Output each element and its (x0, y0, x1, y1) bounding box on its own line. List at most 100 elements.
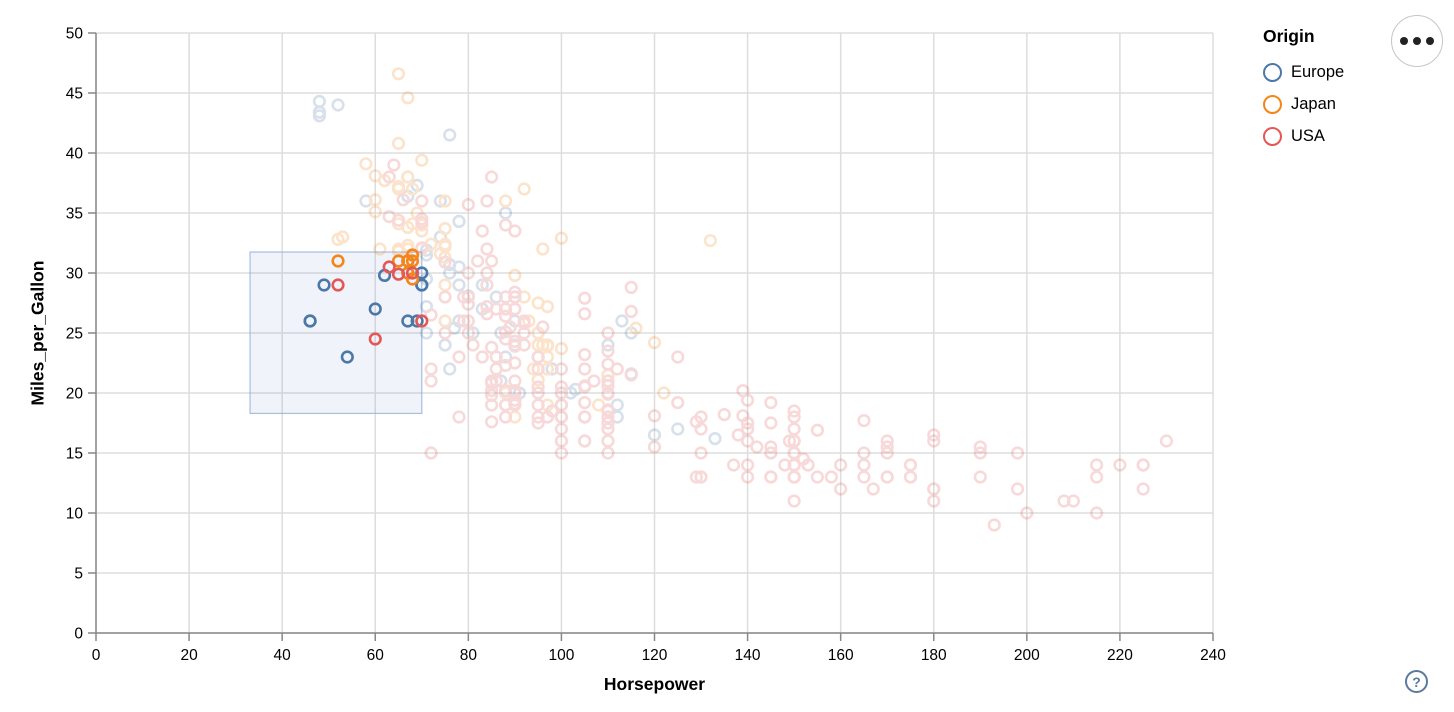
x-tick-label: 80 (460, 647, 478, 664)
legend-label: USA (1291, 126, 1325, 145)
data-point-usa (787, 458, 801, 472)
data-point-usa (787, 446, 801, 460)
data-point-usa (480, 266, 494, 280)
data-point-japan (517, 182, 531, 196)
data-point-usa (801, 458, 815, 472)
data-point-usa (601, 403, 615, 417)
x-tick-label: 160 (828, 647, 854, 664)
data-point-usa (554, 446, 569, 460)
data-point-usa (694, 410, 708, 424)
data-point-usa (787, 470, 801, 484)
data-point-japan (331, 254, 345, 268)
data-point-usa (810, 423, 824, 437)
data-point-europe (708, 432, 722, 446)
data-point-usa (396, 193, 410, 207)
data-point-usa (485, 398, 499, 412)
data-point-usa (787, 458, 801, 472)
data-point-usa (601, 386, 615, 400)
data-point-usa (1057, 494, 1071, 508)
data-point-usa (554, 410, 569, 424)
data-point-usa (415, 194, 429, 208)
data-point-usa (927, 434, 941, 448)
data-point-usa (387, 158, 401, 172)
data-point-japan (540, 398, 555, 412)
vega-actions-menu-button[interactable] (1391, 15, 1443, 67)
data-point-europe (494, 374, 508, 388)
data-point-usa (801, 458, 815, 472)
data-point-japan (540, 362, 555, 376)
data-point-usa (415, 212, 429, 226)
data-point-usa (508, 290, 522, 304)
help-icon[interactable]: ? (1405, 670, 1428, 693)
data-point-usa (857, 414, 871, 428)
data-point-japan (531, 296, 545, 310)
data-point-japan (391, 180, 406, 194)
data-point-usa (927, 494, 941, 508)
data-point-usa (508, 393, 522, 407)
data-point-europe (438, 338, 452, 352)
data-point-usa (903, 458, 918, 472)
data-point-usa (740, 470, 755, 484)
legend-entry-europe: Europe (1263, 56, 1344, 88)
data-point-usa (498, 290, 513, 304)
data-point-usa (461, 290, 475, 304)
legend-label: Japan (1291, 94, 1336, 113)
y-tick-label: 45 (66, 86, 83, 103)
data-point-europe (401, 189, 415, 203)
data-point-japan (401, 220, 415, 234)
data-point-usa (601, 357, 615, 371)
data-point-europe (671, 422, 685, 436)
data-point-usa (689, 470, 703, 484)
data-point-usa (415, 241, 429, 255)
help-glyph: ? (1412, 673, 1421, 690)
data-point-usa (1090, 506, 1104, 520)
data-point-usa (578, 410, 592, 424)
data-point-usa (1010, 446, 1025, 460)
brush-selection[interactable] (249, 251, 423, 414)
data-point-europe (438, 314, 452, 328)
data-point-usa (424, 308, 438, 322)
data-point-usa (554, 398, 569, 412)
data-point-europe (401, 314, 415, 328)
data-point-usa (554, 434, 569, 448)
data-point-usa (601, 410, 615, 424)
data-point-usa (578, 380, 592, 394)
legend-title: Origin (1263, 26, 1315, 46)
data-point-usa (578, 396, 592, 410)
points-unselected (312, 67, 1174, 532)
data-point-europe (317, 278, 331, 292)
data-point-usa (927, 482, 941, 496)
data-point-usa (624, 304, 638, 319)
data-point-usa (973, 470, 987, 484)
data-point-usa (508, 398, 522, 412)
data-point-japan (401, 91, 415, 105)
data-point-usa (554, 386, 569, 400)
data-point-usa (554, 434, 569, 448)
data-point-japan (498, 386, 513, 400)
data-point-usa (480, 278, 494, 292)
data-point-usa (485, 340, 499, 355)
data-point-europe (433, 194, 448, 208)
data-point-usa (787, 410, 801, 424)
data-point-usa (485, 384, 499, 398)
data-point-usa (1090, 458, 1104, 472)
data-point-usa (485, 374, 499, 388)
data-point-usa (461, 297, 475, 311)
y-tick-label: 50 (66, 26, 84, 43)
data-point-europe (415, 278, 429, 292)
data-point-japan (401, 170, 415, 184)
data-point-usa (624, 280, 638, 295)
data-point-japan (405, 182, 420, 196)
data-point-europe (452, 214, 466, 228)
data-point-usa (578, 362, 592, 376)
data-point-usa (787, 446, 801, 460)
data-point-japan (415, 242, 429, 256)
data-point-japan (377, 174, 392, 188)
data-point-japan (391, 242, 406, 256)
data-point-usa (438, 290, 452, 304)
data-point-usa (787, 470, 801, 484)
data-point-usa (610, 362, 624, 376)
data-point-europe (466, 326, 480, 340)
